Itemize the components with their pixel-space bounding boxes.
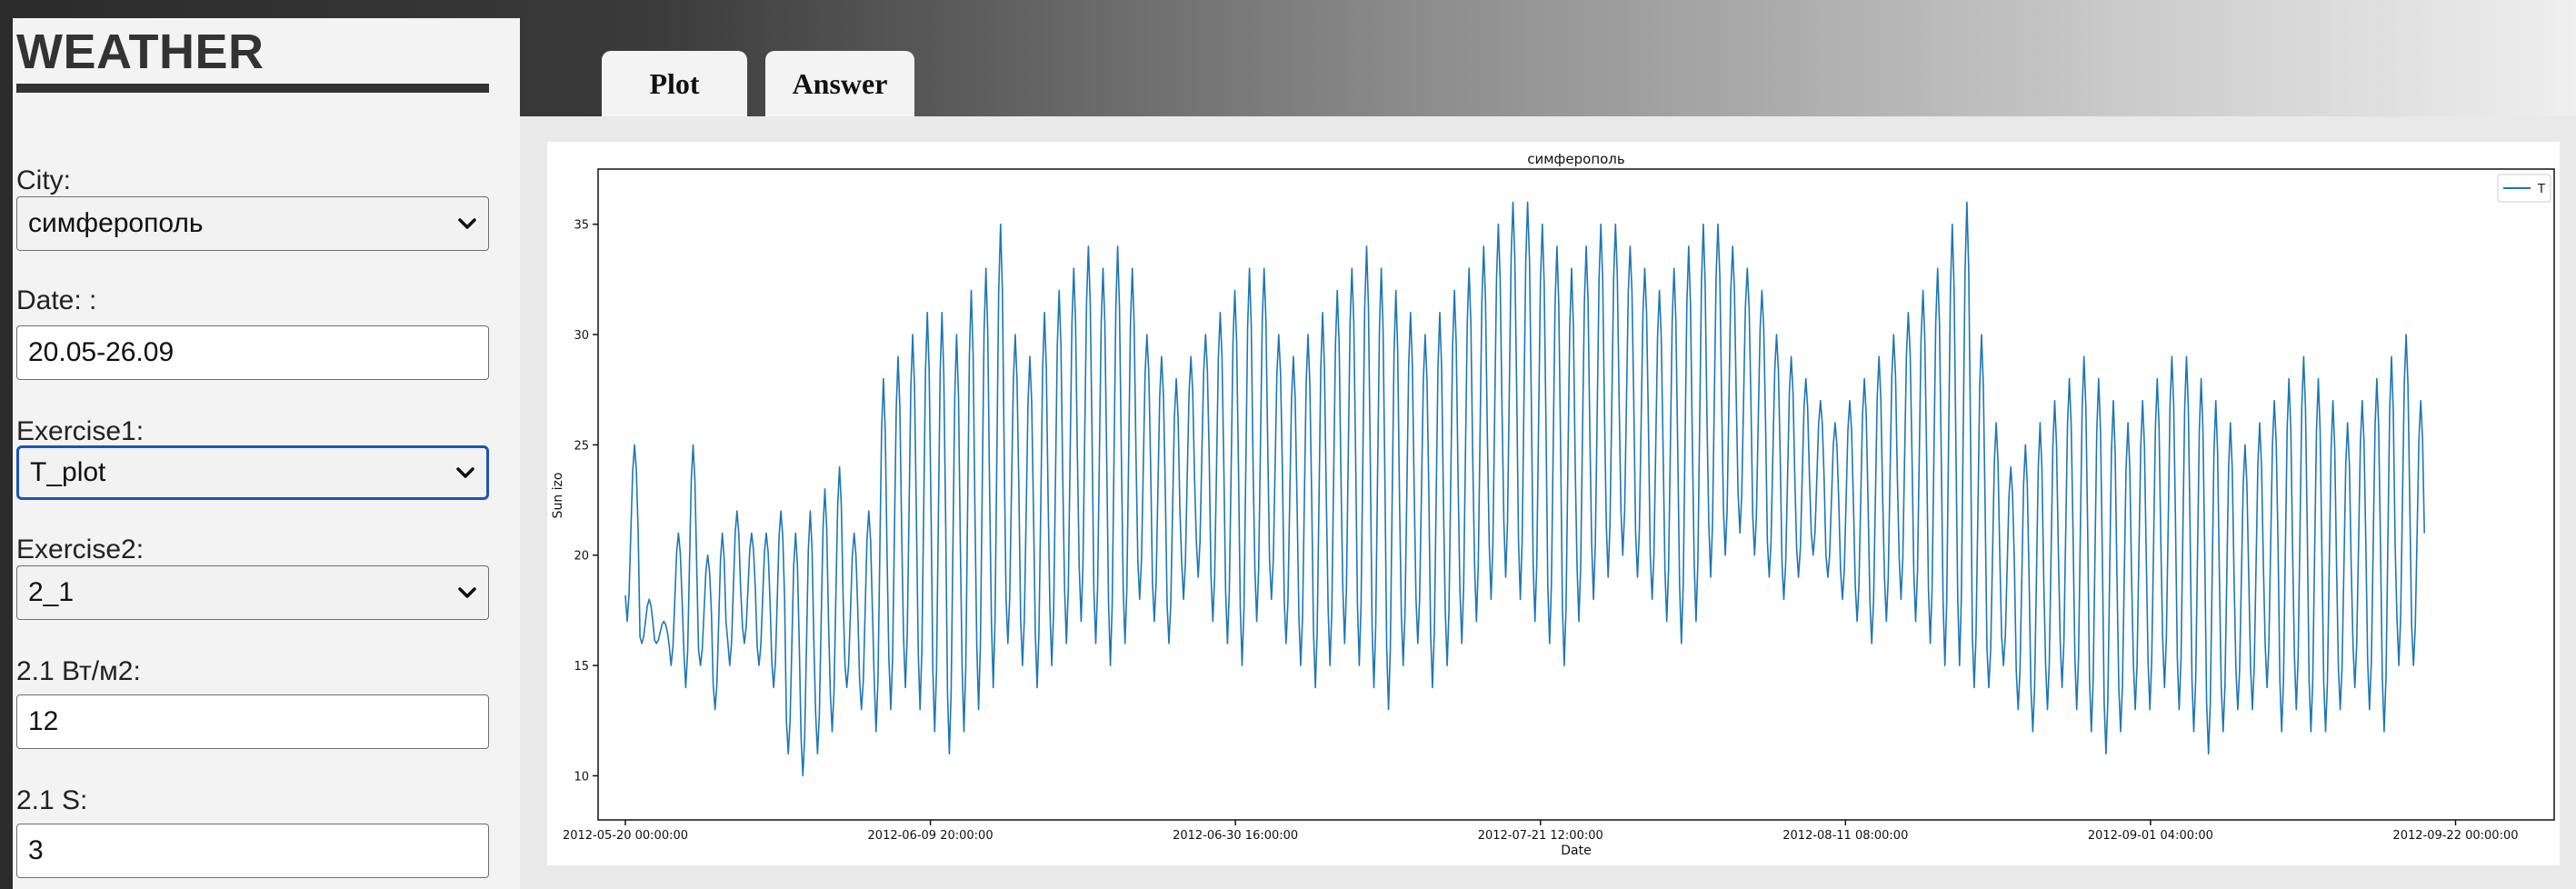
exercise2-select[interactable]: 2_1 — [16, 565, 489, 620]
legend-label: T — [2537, 183, 2545, 196]
x-tick-label: 2012-06-30 16:00:00 — [1173, 829, 1298, 843]
exercise1-select[interactable]: T_plot — [16, 445, 489, 500]
power-input[interactable]: 12 — [16, 694, 489, 749]
exercise2-label: Exercise2: — [16, 534, 145, 564]
power-label: 2.1 Вт/м2: — [16, 656, 141, 686]
date-label: Date: : — [16, 285, 97, 315]
y-tick-label: 20 — [574, 550, 589, 564]
y-tick-label: 10 — [574, 770, 589, 784]
area-label: 2.1 S: — [16, 785, 88, 815]
date-input[interactable]: 20.05-26.09 — [16, 325, 489, 380]
exercise2-select-value: 2_1 — [28, 577, 75, 607]
series-line-T — [624, 201, 2425, 777]
area-input-value: 3 — [28, 835, 44, 865]
chevron-down-icon — [456, 467, 474, 478]
y-tick-label: 15 — [574, 660, 589, 674]
x-tick-label: 2012-06-09 20:00:00 — [868, 829, 993, 843]
area-input[interactable]: 3 — [16, 824, 489, 878]
city-select[interactable]: симферополь — [16, 196, 489, 251]
chevron-down-icon — [458, 587, 476, 598]
app-title: WEATHER — [16, 25, 265, 79]
chart-title: симферополь — [1527, 151, 1624, 167]
temperature-chart: симферополь Date Sun izo 10 15 20 25 30 35 20… — [551, 151, 2555, 858]
exercise1-select-value: T_plot — [30, 457, 106, 487]
title-divider — [16, 84, 489, 93]
x-axis-label: Date — [1561, 844, 1591, 858]
series-lines — [624, 201, 2425, 777]
y-axis-ticks: 10 15 20 25 30 35 — [574, 219, 598, 784]
x-axis-ticks: 2012-05-20 00:00:00 2012-06-09 20:00:00 20… — [563, 820, 2519, 843]
x-tick-label: 2012-05-20 00:00:00 — [563, 829, 688, 843]
date-input-value: 20.05-26.09 — [28, 337, 175, 367]
exercise1-label: Exercise1: — [16, 416, 145, 446]
plot-panel: симферополь Date Sun izo 10 15 20 25 30 35 20… — [547, 142, 2560, 865]
x-tick-label: 2012-08-11 08:00:00 — [1782, 829, 1908, 843]
y-tick-label: 25 — [574, 439, 589, 453]
chevron-down-icon — [458, 218, 476, 229]
x-tick-label: 2012-09-01 04:00:00 — [2088, 829, 2213, 843]
y-tick-label: 35 — [574, 219, 589, 233]
y-tick-label: 30 — [574, 329, 589, 343]
tab-plot[interactable]: Plot — [602, 51, 747, 116]
power-input-value: 12 — [28, 706, 59, 736]
y-axis-label: Sun izo — [551, 473, 565, 519]
tab-answer[interactable]: Answer — [765, 51, 914, 116]
legend: T — [2497, 174, 2551, 203]
city-select-value: симферополь — [28, 208, 204, 238]
x-tick-label: 2012-07-21 12:00:00 — [1478, 829, 1603, 843]
x-tick-label: 2012-09-22 00:00:00 — [2392, 829, 2518, 843]
city-label: City: — [16, 165, 71, 195]
